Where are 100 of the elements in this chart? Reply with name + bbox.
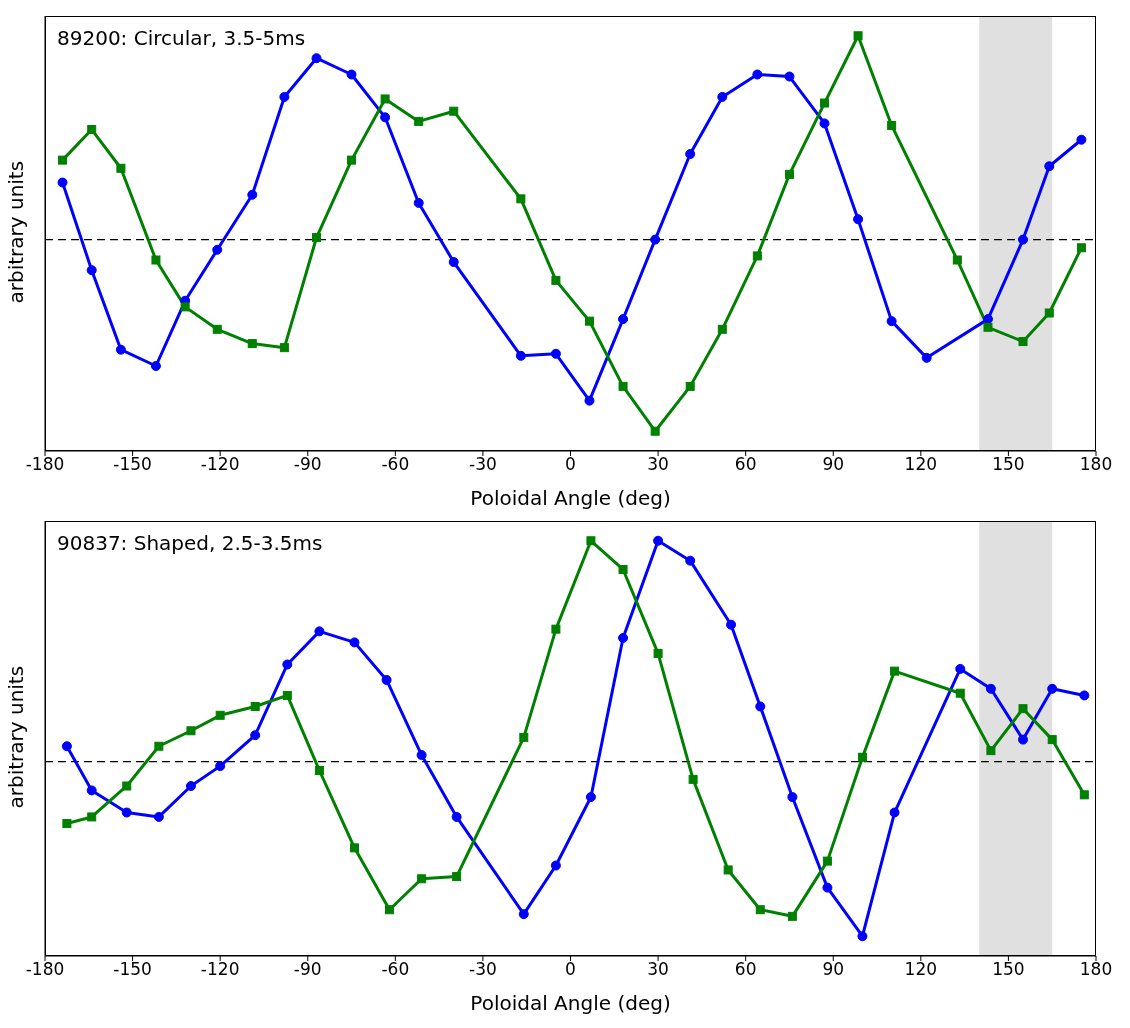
point: [618, 632, 629, 643]
point: [755, 701, 766, 712]
point: [380, 112, 391, 123]
point: [250, 701, 260, 711]
point: [952, 255, 962, 265]
point: [584, 395, 595, 406]
point: [685, 555, 696, 566]
point: [650, 426, 660, 436]
point: [61, 741, 72, 752]
point: [180, 302, 190, 312]
annotation: 90837: Shaped, 2.5-3.5ms: [57, 531, 323, 555]
point: [384, 905, 394, 915]
point: [347, 155, 357, 165]
point: [986, 746, 996, 756]
point: [819, 98, 829, 108]
x-tick-label: -90: [293, 959, 322, 980]
x-tick-label: -120: [200, 454, 240, 475]
x-tick-label: -180: [25, 959, 65, 980]
point: [215, 761, 226, 772]
point: [955, 663, 966, 674]
x-tick-label: -30: [469, 959, 497, 980]
point: [787, 792, 798, 803]
point: [717, 324, 727, 334]
point: [886, 316, 897, 327]
point: [752, 251, 762, 261]
point: [153, 811, 164, 822]
point: [451, 811, 462, 822]
point: [982, 314, 993, 325]
point: [86, 265, 97, 276]
x-tick-label: 150: [992, 959, 1025, 980]
point: [58, 155, 68, 165]
point: [87, 812, 97, 822]
point: [618, 381, 628, 391]
point: [551, 275, 561, 285]
point: [349, 843, 359, 853]
x-tick-label: -30: [469, 454, 497, 475]
point: [150, 361, 161, 371]
point: [116, 163, 126, 173]
point: [726, 619, 737, 630]
x-tick-label: 0: [565, 454, 576, 475]
x-tick-label: -120: [200, 959, 240, 980]
point: [312, 233, 322, 243]
point: [551, 624, 561, 634]
x-tick-label: 180: [1079, 454, 1113, 475]
point: [62, 819, 72, 829]
point: [86, 785, 97, 796]
point: [1044, 308, 1054, 318]
point: [890, 666, 900, 676]
point: [413, 197, 424, 208]
y-axis-title: arbitrary units: [4, 665, 29, 809]
point: [653, 535, 664, 546]
point: [121, 807, 132, 818]
point: [618, 314, 629, 325]
point: [985, 683, 996, 694]
point: [215, 710, 225, 720]
point: [819, 118, 830, 129]
point: [519, 732, 529, 742]
x-tick-label: 30: [647, 454, 669, 475]
point: [449, 106, 459, 116]
point: [414, 116, 424, 126]
point: [115, 344, 126, 355]
point: [57, 177, 68, 188]
point: [247, 189, 258, 200]
x-tick-label: -90: [293, 454, 322, 475]
point: [515, 350, 526, 361]
point: [889, 807, 900, 818]
point: [346, 69, 357, 80]
point: [723, 865, 733, 875]
point: [311, 53, 322, 64]
x-tick-label: 120: [904, 959, 938, 980]
point: [417, 874, 427, 884]
x-tick-label: 180: [1079, 959, 1113, 980]
point: [586, 536, 596, 546]
point: [685, 149, 696, 159]
point: [516, 194, 526, 204]
x-tick-label: 60: [734, 454, 757, 475]
point: [787, 911, 797, 921]
point: [1018, 337, 1028, 347]
point: [853, 31, 863, 41]
point: [853, 214, 864, 225]
point: [185, 781, 196, 791]
x-axis-title: Poloidal Angle (deg): [470, 486, 671, 510]
x-tick-label: -150: [113, 454, 152, 475]
point: [784, 71, 795, 82]
point: [822, 856, 832, 866]
x-tick-label: 0: [565, 959, 576, 980]
point: [784, 169, 794, 179]
x-tick-label: 90: [822, 454, 845, 475]
point: [584, 316, 594, 326]
point: [416, 750, 427, 761]
point: [887, 120, 897, 130]
point: [122, 781, 132, 791]
point: [282, 690, 292, 700]
x-tick-label: 150: [992, 454, 1025, 475]
point: [955, 688, 965, 698]
point: [755, 905, 765, 915]
x-tick-label: -60: [381, 454, 410, 475]
point: [650, 234, 661, 245]
point: [381, 674, 392, 685]
point: [857, 931, 868, 942]
